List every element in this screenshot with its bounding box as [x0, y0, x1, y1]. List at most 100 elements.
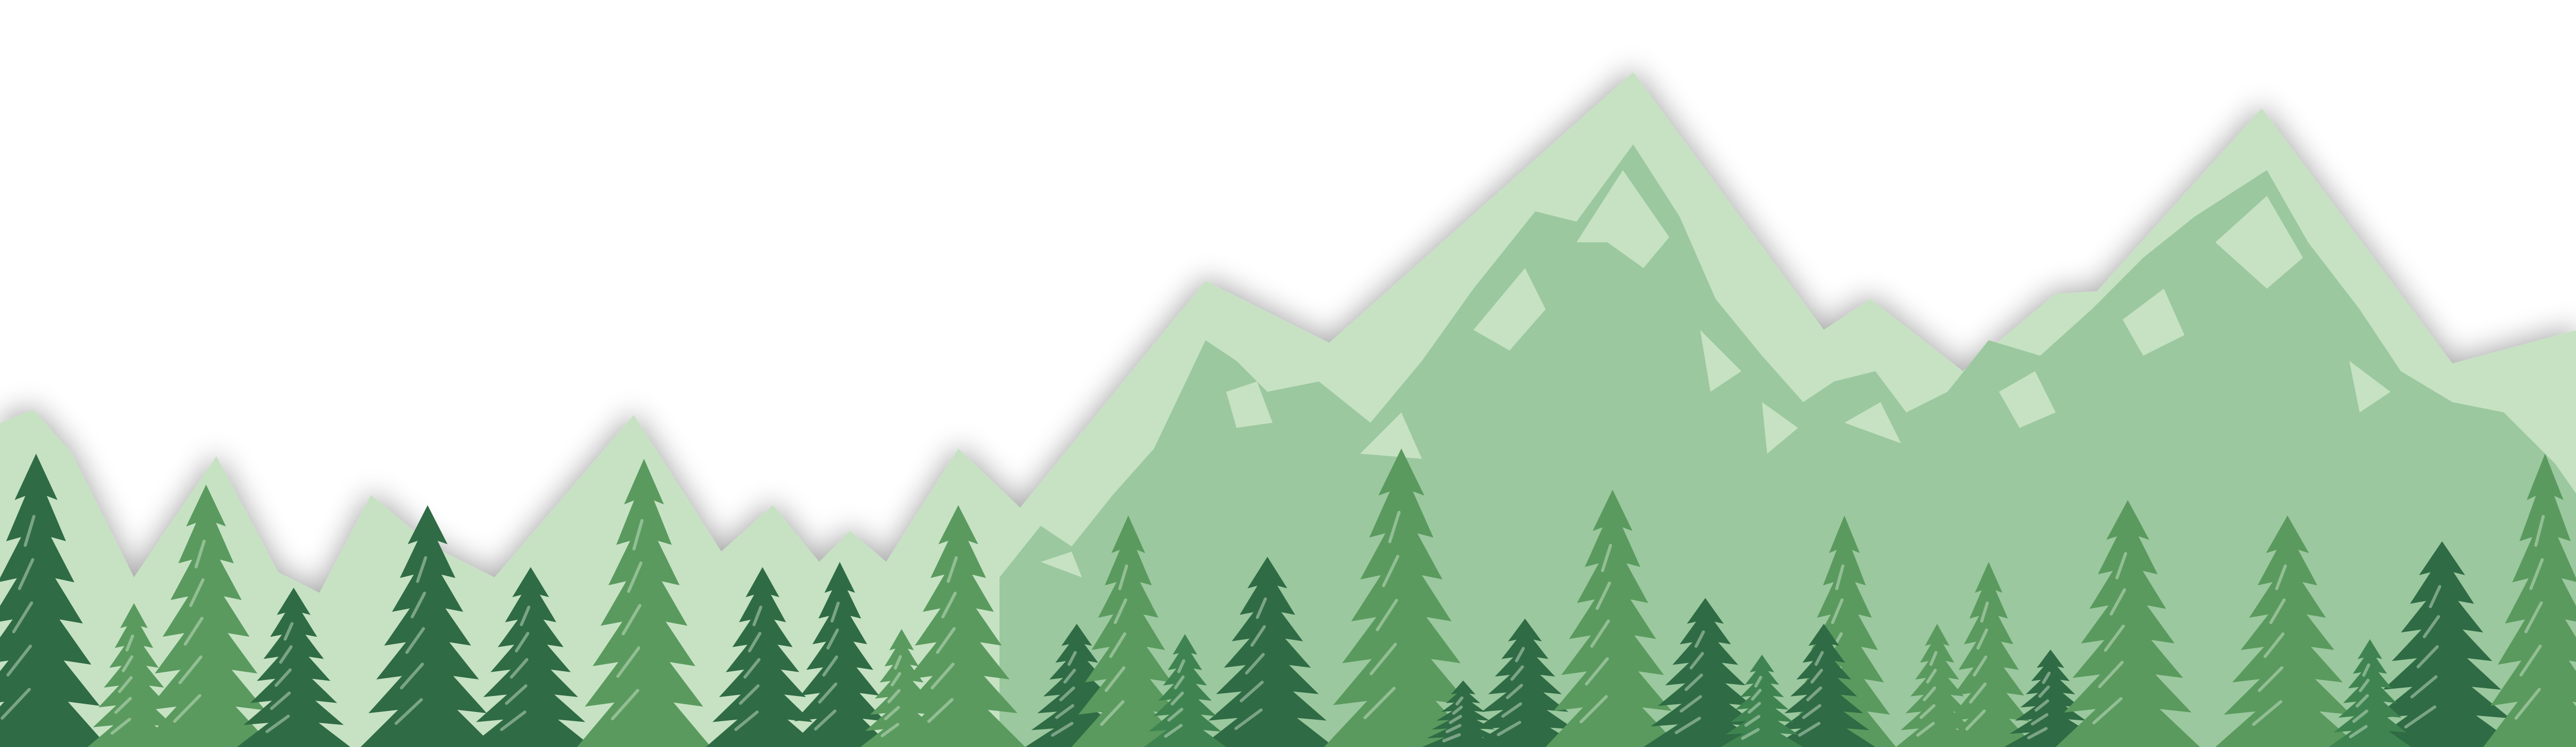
tree-highlight — [611, 689, 639, 721]
pine-tree-body — [2004, 650, 2097, 747]
tree-highlight — [1245, 653, 1265, 675]
pine-tree-body — [2215, 516, 2360, 747]
snow-patch — [1360, 412, 1422, 459]
snow-patch — [1577, 170, 1669, 268]
tree-highlight — [2263, 632, 2285, 658]
tree-highlight — [894, 655, 902, 670]
tree-highlight — [24, 514, 36, 547]
tree-highlight — [1680, 695, 1702, 713]
tree-highlight — [2042, 671, 2051, 684]
tree-highlight — [616, 646, 640, 678]
tree-highlight — [2352, 709, 2368, 723]
tree-highlight — [2027, 727, 2048, 740]
tree-highlight — [936, 627, 956, 654]
tree-highlight — [1051, 722, 1074, 737]
pine-tree-body — [1643, 598, 1767, 747]
tree-highlight — [2429, 585, 2442, 608]
tree-highlight — [1505, 684, 1523, 700]
tree-highlight — [1515, 646, 1525, 662]
pine-tree-icon — [891, 505, 1025, 747]
tree-highlight — [1055, 704, 1075, 719]
tree-highlight — [1744, 715, 1760, 727]
pine-tree-body — [1721, 655, 1803, 747]
pine-tree-icon — [706, 567, 819, 747]
tree-highlight — [930, 662, 955, 690]
pine-tree-body — [0, 454, 108, 747]
tree-highlight — [884, 706, 900, 721]
pine-tree-body — [577, 459, 711, 747]
pine-tree-icon — [2004, 650, 2097, 747]
tree-highlight — [2275, 564, 2287, 590]
tree-highlight — [627, 561, 643, 593]
tree-highlight — [2410, 675, 2438, 699]
snow-patch — [1700, 330, 1741, 392]
tree-highlight — [1063, 669, 1076, 684]
tree-highlight — [1369, 642, 1397, 675]
tree-highlight — [520, 605, 531, 626]
tree-highlight — [2524, 601, 2543, 634]
pine-tree-icon — [2056, 500, 2200, 747]
pine-tree-icon — [469, 567, 592, 747]
pine-tree-body — [2329, 639, 2411, 747]
tree-highlight — [12, 601, 33, 634]
snow-patch — [1226, 381, 1273, 428]
tree-highlight — [1164, 724, 1183, 738]
pine-tree-body — [788, 562, 891, 747]
tree-highlight — [1810, 669, 1823, 684]
pine-tree-body — [88, 603, 180, 747]
tree-highlight — [1376, 599, 1398, 632]
tree-highlight — [2422, 615, 2441, 639]
pine-tree-body — [2365, 541, 2519, 747]
tree-highlight — [1596, 582, 1612, 610]
pine-tree-body — [860, 629, 943, 747]
tree-highlight — [1579, 695, 1608, 724]
tree-highlight — [2362, 663, 2370, 677]
tree-highlight — [1442, 733, 1461, 743]
tree-highlight — [1969, 682, 1987, 704]
tree-highlight — [1067, 651, 1077, 666]
tree-highlight — [752, 605, 762, 626]
tree-highlight — [114, 696, 132, 714]
tree-highlight — [18, 558, 35, 590]
tree-highlight — [118, 676, 133, 693]
pine-tree-icon — [2483, 454, 2576, 747]
tree-highlight — [739, 684, 760, 705]
tree-highlight — [1831, 598, 1844, 624]
tree-highlight — [1815, 651, 1824, 666]
snow-patch — [1999, 371, 2056, 428]
tree-highlight — [1234, 708, 1263, 731]
tree-highlight — [505, 684, 528, 705]
tree-highlight — [1497, 721, 1521, 737]
pine-tree-body — [1942, 562, 2035, 747]
tree-highlight — [925, 698, 954, 725]
tree-highlight — [1965, 709, 1986, 731]
pine-tree-body — [469, 567, 592, 747]
tree-highlight — [814, 709, 837, 731]
tree-highlight — [125, 634, 134, 652]
tree-highlight — [1754, 675, 1762, 688]
mountain-snow — [1041, 170, 2391, 577]
tree-highlight — [1916, 722, 1935, 737]
tree-highlight — [2355, 694, 2369, 708]
tree-highlight — [1751, 689, 1762, 701]
tree-highlight — [2349, 725, 2368, 739]
tree-highlight — [743, 658, 761, 679]
tree-highlight — [2030, 713, 2048, 726]
tree-highlight — [2038, 685, 2050, 698]
pine-tree-icon — [860, 629, 943, 747]
tree-highlight — [2258, 666, 2284, 692]
pine-tree-icon — [1144, 634, 1226, 747]
tree-highlight — [748, 632, 761, 653]
pine-tree-icon — [361, 505, 495, 747]
tree-highlight — [2514, 688, 2541, 720]
tree-highlight — [1689, 652, 1704, 670]
pine-tree-icon — [1468, 619, 1582, 747]
pine-tree-icon — [1721, 655, 1803, 747]
tree-highlight — [1449, 715, 1463, 724]
tree-highlight — [2269, 598, 2286, 624]
tree-highlight — [890, 672, 902, 687]
pine-tree-body — [2483, 454, 2576, 747]
tree-highlight — [1167, 707, 1183, 722]
tree-highlight — [2098, 660, 2124, 688]
